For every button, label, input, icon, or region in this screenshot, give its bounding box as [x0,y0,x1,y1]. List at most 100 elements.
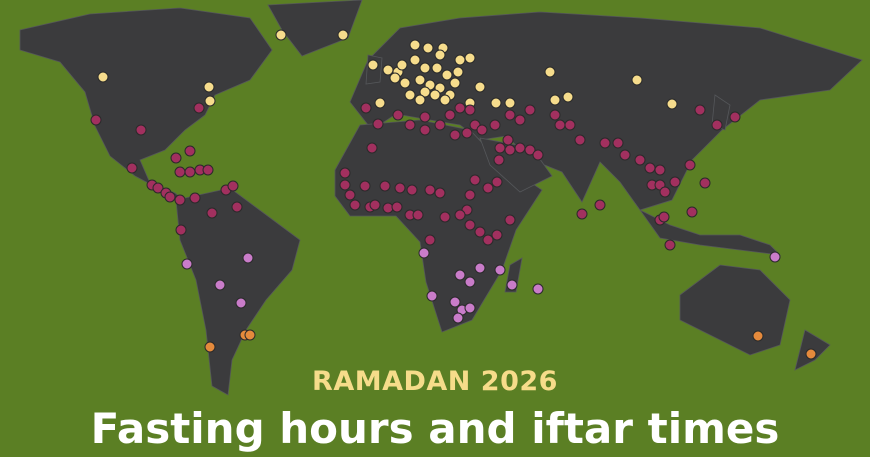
city-marker-yellow[interactable] [454,54,466,66]
city-marker-orange[interactable] [244,329,256,341]
city-marker-crimson[interactable] [164,191,176,203]
city-marker-yellow[interactable] [504,97,516,109]
city-marker-crimson[interactable] [659,186,671,198]
city-marker-crimson[interactable] [391,201,403,213]
city-marker-crimson[interactable] [366,142,378,154]
city-marker-crimson[interactable] [360,102,372,114]
city-marker-yellow[interactable] [409,39,421,51]
city-marker-yellow[interactable] [337,29,349,41]
city-marker-crimson[interactable] [464,219,476,231]
city-marker-crimson[interactable] [482,182,494,194]
city-marker-orange[interactable] [204,341,216,353]
city-marker-yellow[interactable] [414,74,426,86]
city-marker-yellow[interactable] [429,89,441,101]
city-marker-crimson[interactable] [524,144,536,156]
city-marker-violet[interactable] [426,290,438,302]
city-marker-crimson[interactable] [476,124,488,136]
city-marker-crimson[interactable] [664,239,676,251]
city-marker-crimson[interactable] [372,118,384,130]
city-marker-crimson[interactable] [227,180,239,192]
city-marker-yellow[interactable] [464,52,476,64]
city-marker-crimson[interactable] [494,142,506,154]
city-marker-yellow[interactable] [419,62,431,74]
city-marker-yellow[interactable] [549,94,561,106]
city-marker-orange[interactable] [805,348,817,360]
city-marker-crimson[interactable] [549,109,561,121]
city-marker-crimson[interactable] [654,164,666,176]
city-marker-crimson[interactable] [684,159,696,171]
city-marker-crimson[interactable] [152,182,164,194]
city-marker-crimson[interactable] [339,179,351,191]
city-marker-violet[interactable] [454,269,466,281]
city-marker-crimson[interactable] [554,119,566,131]
city-marker-violet[interactable] [235,297,247,309]
city-marker-yellow[interactable] [275,29,287,41]
city-marker-yellow[interactable] [399,77,411,89]
city-marker-yellow[interactable] [422,42,434,54]
city-marker-crimson[interactable] [532,149,544,161]
city-marker-crimson[interactable] [464,104,476,116]
city-marker-crimson[interactable] [419,124,431,136]
city-marker-crimson[interactable] [424,184,436,196]
city-marker-yellow[interactable] [434,49,446,61]
city-marker-yellow[interactable] [396,59,408,71]
city-marker-yellow[interactable] [382,64,394,76]
city-marker-yellow[interactable] [666,98,678,110]
city-marker-crimson[interactable] [434,187,446,199]
city-marker-yellow[interactable] [631,74,643,86]
city-marker-violet[interactable] [769,251,781,263]
city-marker-yellow[interactable] [449,77,461,89]
city-marker-orange[interactable] [752,330,764,342]
city-marker-yellow[interactable] [439,94,451,106]
city-marker-crimson[interactable] [175,224,187,236]
city-marker-crimson[interactable] [184,166,196,178]
city-marker-crimson[interactable] [594,199,606,211]
city-marker-crimson[interactable] [599,137,611,149]
city-marker-violet[interactable] [242,252,254,264]
city-marker-yellow[interactable] [97,71,109,83]
city-marker-crimson[interactable] [669,176,681,188]
city-marker-crimson[interactable] [424,234,436,246]
city-marker-crimson[interactable] [449,129,461,141]
city-marker-crimson[interactable] [135,124,147,136]
city-marker-crimson[interactable] [394,182,406,194]
city-marker-yellow[interactable] [452,66,464,78]
city-marker-violet[interactable] [506,279,518,291]
city-marker-crimson[interactable] [686,206,698,218]
city-marker-crimson[interactable] [444,109,456,121]
city-marker-crimson[interactable] [699,177,711,189]
city-marker-crimson[interactable] [504,109,516,121]
city-marker-crimson[interactable] [504,214,516,226]
city-marker-violet[interactable] [532,283,544,295]
city-marker-crimson[interactable] [379,180,391,192]
city-marker-crimson[interactable] [469,174,481,186]
city-marker-yellow[interactable] [367,59,379,71]
city-marker-crimson[interactable] [339,167,351,179]
city-marker-crimson[interactable] [514,142,526,154]
city-marker-crimson[interactable] [493,154,505,166]
city-marker-crimson[interactable] [454,102,466,114]
city-marker-crimson[interactable] [489,119,501,131]
city-marker-crimson[interactable] [474,226,486,238]
city-marker-crimson[interactable] [189,192,201,204]
city-marker-crimson[interactable] [491,176,503,188]
city-marker-yellow[interactable] [544,66,556,78]
city-marker-crimson[interactable] [392,109,404,121]
city-marker-crimson[interactable] [202,164,214,176]
city-marker-crimson[interactable] [612,137,624,149]
city-marker-crimson[interactable] [729,111,741,123]
city-marker-crimson[interactable] [619,149,631,161]
city-marker-violet[interactable] [181,258,193,270]
city-marker-crimson[interactable] [564,119,576,131]
city-marker-crimson[interactable] [439,211,451,223]
city-marker-crimson[interactable] [90,114,102,126]
city-marker-crimson[interactable] [349,199,361,211]
city-marker-crimson[interactable] [576,208,588,220]
city-marker-violet[interactable] [494,264,506,276]
city-marker-crimson[interactable] [711,119,723,131]
city-marker-crimson[interactable] [658,211,670,223]
city-marker-yellow[interactable] [409,54,421,66]
city-marker-crimson[interactable] [482,234,494,246]
city-marker-crimson[interactable] [461,127,473,139]
city-marker-crimson[interactable] [193,102,205,114]
